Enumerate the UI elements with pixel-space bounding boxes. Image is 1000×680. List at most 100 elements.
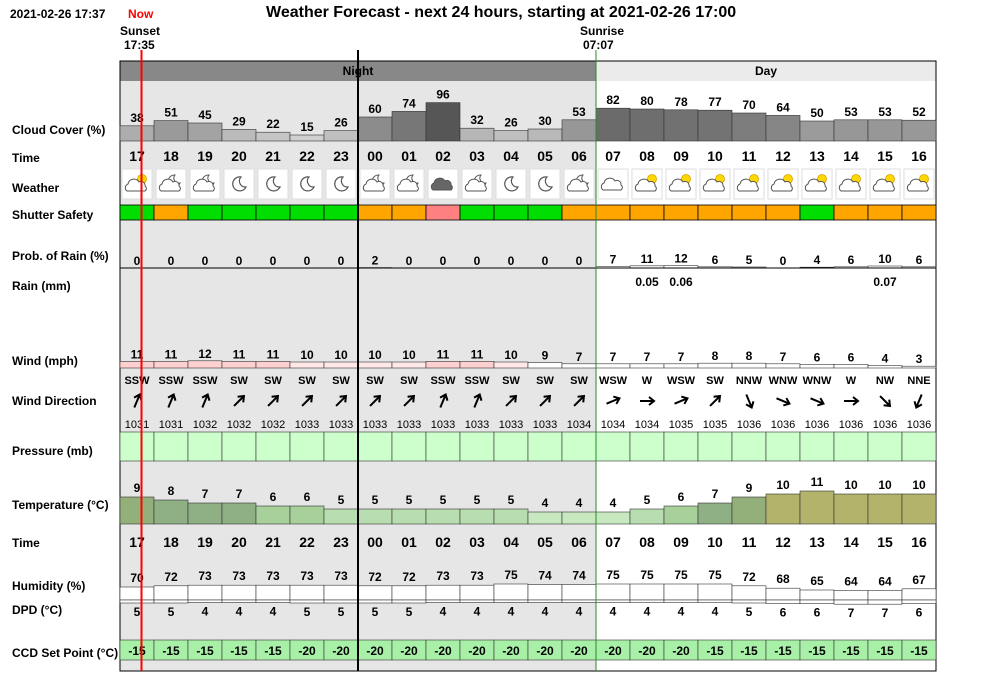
row-label-shutter-safety: Shutter Safety (12, 208, 94, 222)
hour-label: 13 (809, 148, 825, 164)
cloud-cover-bar (731, 112, 767, 142)
rain-prob-value: 7 (610, 253, 617, 267)
pressure-value: 1036 (737, 419, 761, 431)
wind-arrow-icon (403, 394, 416, 407)
wind-bar (187, 360, 223, 369)
dpd-bar (901, 599, 937, 604)
humidity-bar (629, 583, 665, 601)
humidity-bar (663, 583, 699, 601)
temperature-value: 10 (912, 478, 926, 492)
now-label: Now (128, 7, 154, 21)
wind-bar (425, 361, 461, 369)
humidity-bar (221, 584, 257, 601)
humidity-value: 72 (164, 570, 178, 584)
shutter-safety-cell (595, 204, 631, 221)
humidity-value: 68 (776, 572, 790, 586)
wind-bar (391, 361, 427, 369)
wind-arrow-icon (745, 394, 755, 409)
ccd-set-point-value: -20 (638, 644, 656, 658)
humidity-bar (187, 584, 223, 601)
wind-direction-label: NNW (736, 375, 763, 387)
wind-direction-label: SW (706, 375, 724, 387)
wind-value: 11 (437, 347, 450, 361)
temperature-value: 7 (712, 487, 719, 501)
wind-direction-label: SW (366, 375, 384, 387)
rain-prob-value: 0 (202, 254, 209, 268)
rain-prob-value: 6 (848, 253, 855, 267)
humidity-value: 73 (266, 569, 280, 583)
hour-label: 12 (775, 148, 791, 164)
temperature-bar (221, 502, 257, 525)
temperature-value: 6 (678, 490, 685, 504)
cloud-cover-value: 26 (504, 116, 518, 130)
temperature-bar (119, 496, 155, 525)
hour-label: 03 (469, 534, 485, 550)
cloud-cover-bar (153, 120, 189, 142)
pressure-cell (119, 431, 155, 462)
temperature-value: 9 (134, 481, 141, 495)
row-label-rain-prob: Prob. of Rain (%) (12, 249, 109, 263)
hour-label: 01 (401, 534, 417, 550)
wind-value: 8 (712, 349, 719, 363)
wind-bar (493, 361, 529, 369)
dpd-value: 6 (814, 606, 821, 620)
humidity-value: 74 (572, 569, 586, 583)
humidity-bar (255, 584, 291, 601)
pressure-value: 1036 (839, 419, 863, 431)
ccd-set-point-value: -20 (468, 644, 486, 658)
hour-label: 23 (333, 534, 349, 550)
rain-prob-value: 2 (372, 254, 379, 268)
cloud-cover-bar (697, 109, 733, 142)
sunrise-time: 07:07 (583, 38, 614, 52)
humidity-bar (799, 589, 835, 601)
partly-cloudy-sun-icon (804, 174, 827, 192)
shutter-safety-cell (289, 204, 325, 221)
wind-arrow-icon (201, 393, 211, 408)
rain-prob-value: 0 (338, 254, 345, 268)
dpd-bar (765, 599, 801, 604)
ccd-set-point-value: -15 (808, 644, 826, 658)
wind-direction-label: NW (876, 375, 895, 387)
wind-direction-label: NNE (907, 375, 930, 387)
cloud-cover-value: 78 (674, 95, 688, 109)
ccd-set-point-value: -20 (366, 644, 384, 658)
partly-cloudy-sun-icon (668, 174, 691, 192)
humidity-value: 64 (878, 575, 892, 589)
hour-label: 14 (843, 148, 859, 164)
pressure-cell (493, 431, 529, 462)
cloud-cover-value: 29 (232, 114, 246, 128)
wind-arrow-icon (879, 395, 892, 408)
dpd-bar (153, 599, 189, 604)
pressure-cell (323, 431, 359, 462)
day-band (596, 61, 936, 81)
humidity-bar (731, 585, 767, 601)
wind-direction-label: SW (298, 375, 316, 387)
temperature-value: 4 (542, 496, 549, 510)
wind-arrow-icon (539, 394, 552, 407)
shutter-safety-cell (867, 204, 903, 221)
temperature-value: 5 (440, 493, 447, 507)
humidity-value: 75 (606, 568, 620, 582)
rain-prob-value: 0 (304, 254, 311, 268)
temperature-value: 9 (746, 481, 753, 495)
pressure-value: 1033 (465, 419, 489, 431)
dpd-value: 5 (406, 605, 413, 619)
cloud-cover-bar (357, 116, 393, 142)
dpd-value: 4 (236, 604, 243, 618)
rain-prob-value: 12 (674, 252, 688, 266)
pressure-value: 1032 (193, 419, 217, 431)
pressure-cell (459, 431, 495, 462)
row-label-time2: Time (12, 536, 40, 550)
temperature-bar (595, 511, 631, 525)
temperature-bar (731, 496, 767, 525)
timestamp: 2021-02-26 17:37 (10, 7, 106, 21)
wind-bar (289, 361, 325, 369)
ccd-set-point-value: -15 (910, 644, 928, 658)
cloud-cover-value: 77 (708, 95, 722, 109)
cloud-cover-value: 32 (470, 113, 484, 127)
rain-prob-value: 5 (746, 253, 753, 267)
temperature-value: 4 (610, 496, 617, 510)
wind-arrow-icon (439, 393, 449, 408)
rain-prob-value: 6 (916, 253, 923, 267)
